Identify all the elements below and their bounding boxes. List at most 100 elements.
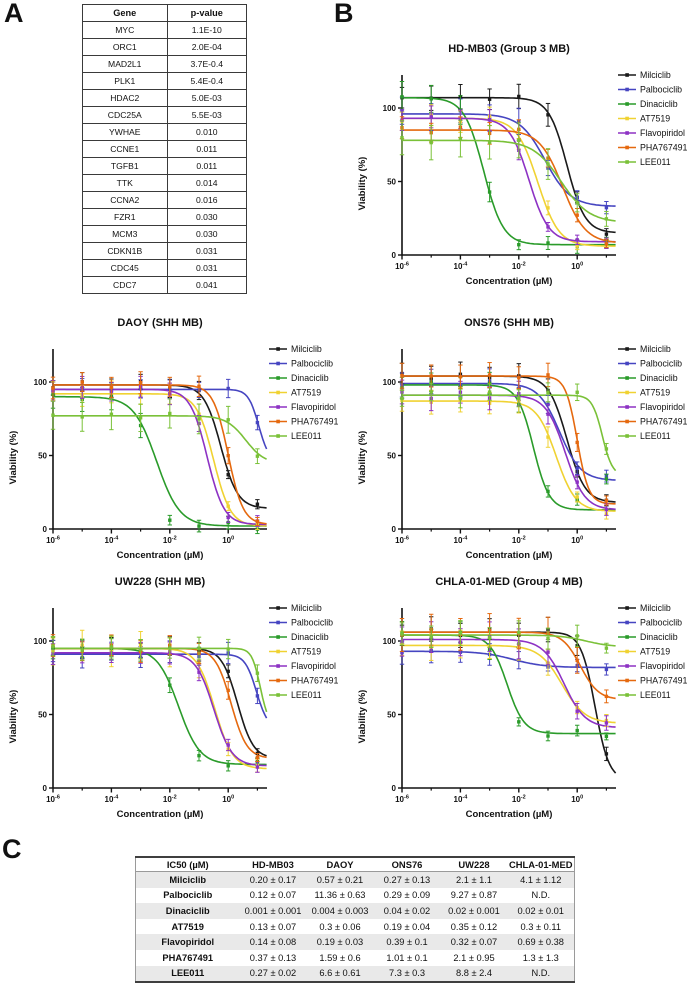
gene-table-row: MCM3 0.030 <box>82 225 248 243</box>
x-tick-label: 10-4 <box>105 536 120 546</box>
ic50-row-pha767491: PHA767491 0.37 ± 0.13 1.59 ± 0.6 1.01 ± 0.1… <box>136 950 575 966</box>
y-axis-title: Viability (%) <box>8 690 19 744</box>
ic50-value-cell: 9.27 ± 0.87 <box>450 890 498 901</box>
ic50-drug-cell: LEE011 <box>135 965 240 984</box>
gene-table-row: ORC1 2.0E-04 <box>82 38 248 56</box>
x-tick-label: 100 <box>571 262 583 272</box>
ic50-header-cell: CHLA-01-MED <box>507 856 575 872</box>
ic50-value-cell: 0.29 ± 0.09 <box>383 890 431 901</box>
ic50-value-cell: 2.1 ± 0.95 <box>453 952 495 963</box>
ic50-drug-cell: Milciclib <box>135 871 240 888</box>
x-axis-title: Concentration (µM) <box>466 550 553 561</box>
x-tick-label: 10-6 <box>395 536 409 546</box>
ic50-value-cell: 1.3 ± 1.3 <box>522 952 559 963</box>
x-axis-title: Concentration (µM) <box>117 809 204 820</box>
x-axis-ticks: 10-6 10-4 10-2 100 <box>46 788 258 805</box>
y-axis-ticks: 0 50 100 <box>383 378 402 534</box>
curve-at7519 <box>402 400 616 512</box>
ic50-value-cell: 8.8 ± 2.4 <box>440 965 508 984</box>
gene-table-row: CDC45 0.031 <box>82 259 248 277</box>
ic50-value-cell: 1.59 ± 0.6 <box>319 952 361 963</box>
y-tick-label: 100 <box>34 637 48 646</box>
gene-table-cell: 0.016 <box>166 191 248 209</box>
legend-item-flavopiridol: Flavopiridol <box>269 661 336 671</box>
legend-label: LEE011 <box>640 690 671 700</box>
legend-label: AT7519 <box>291 388 321 398</box>
legend-item-dinaciclib: Dinaciclib <box>269 632 329 642</box>
curve-at7519 <box>402 644 616 724</box>
x-tick-label: 10-4 <box>454 795 469 805</box>
y-tick-label: 100 <box>34 378 48 387</box>
y-tick-label: 50 <box>387 177 396 186</box>
y-tick-label: 50 <box>387 451 396 460</box>
curve-lee011 <box>402 394 617 472</box>
legend-item-flavopiridol: Flavopiridol <box>618 661 685 671</box>
gene-table-cell: 0.041 <box>166 276 248 294</box>
gene-table-row: CDKN1B 0.031 <box>82 242 248 260</box>
curve-flavopiridol <box>53 388 267 526</box>
curve-pha767491 <box>53 384 267 525</box>
legend-item-at7519: AT7519 <box>618 647 670 657</box>
gene-table-cell: ORC1 <box>82 38 168 56</box>
gene-table-row: TTK 0.014 <box>82 174 248 192</box>
legend: Milciclib Palbociclib Dinaciclib AT7519 Flav… <box>618 70 688 167</box>
legend-item-palbociclib: Palbociclib <box>269 618 333 628</box>
x-axis-ticks: 10-6 10-4 10-2 100 <box>395 529 607 546</box>
ic50-row-palbociclib: Palbociclib 0.12 ± 0.07 11.36 ± 0.63 0.29 ±… <box>136 888 575 904</box>
x-axis-ticks: 10-6 10-4 10-2 100 <box>395 255 607 272</box>
series-points-lee011 <box>399 119 609 227</box>
legend-label: AT7519 <box>640 388 670 398</box>
curve-lee011 <box>53 415 267 460</box>
gene-table-cell: 5.0E-03 <box>166 89 248 107</box>
legend-label: Milciclib <box>640 344 671 354</box>
legend-item-flavopiridol: Flavopiridol <box>618 402 685 412</box>
curve-milciclib <box>402 96 616 234</box>
ic50-value-cell: 7.3 ± 0.3 <box>373 965 441 984</box>
ic50-drug-cell: PHA767491 <box>162 952 214 963</box>
ic50-value-cell: 4.1 ± 1.12 <box>507 871 575 888</box>
ic50-value-cell: 0.3 ± 0.11 <box>520 921 562 932</box>
legend-label: LEE011 <box>640 157 671 167</box>
y-tick-label: 0 <box>43 525 48 534</box>
legend-label: LEE011 <box>291 690 322 700</box>
ic50-value-cell: N.D. <box>531 890 551 901</box>
gene-table-cell: YWHAE <box>82 123 168 141</box>
x-tick-label: 10-2 <box>163 795 177 805</box>
gene-table-cell: 0.030 <box>166 225 248 243</box>
chart-title: ONS76 (SHH MB) <box>464 317 554 329</box>
ic50-value-cell: 0.19 ± 0.04 <box>383 921 431 932</box>
legend-item-milciclib: Milciclib <box>618 603 671 613</box>
ic50-header-cell: ONS76 <box>373 856 441 872</box>
x-tick-label: 10-4 <box>454 262 469 272</box>
curve-palbociclib <box>402 382 616 481</box>
curve-palbociclib <box>53 653 268 719</box>
gene-table-cell: CDC45 <box>82 259 168 277</box>
gene-pvalue-table: Gene p-value MYC 1.1E-10 ORC1 2.0E-04 MAD2L1 3.… <box>82 4 248 294</box>
gene-table-cell: 3.7E-0.4 <box>166 55 248 73</box>
panel-b-label: B <box>334 0 354 28</box>
y-tick-label: 0 <box>392 251 397 260</box>
gene-table-cell: 1.1E-10 <box>166 21 248 39</box>
ic50-header-row: IC50 (µM) HD-MB03 DAOY ONS76 UW228 CHLA-01-ME… <box>135 856 575 872</box>
gene-table-cell: CCNE1 <box>82 140 168 158</box>
gene-table-cell: FZR1 <box>82 208 168 226</box>
legend-label: Palbociclib <box>640 359 682 369</box>
legend-item-at7519: AT7519 <box>269 647 321 657</box>
legend: Milciclib Palbociclib Dinaciclib AT7519 Flav… <box>269 344 339 441</box>
curve-palbociclib <box>402 650 616 669</box>
y-tick-label: 0 <box>43 784 48 793</box>
x-tick-label: 10-4 <box>105 795 120 805</box>
chart-uw228: UW228 (SHH MB) 0 50 100 10-6 10-4 10-2 100 Conce… <box>8 576 339 820</box>
gene-table-cell: 2.0E-04 <box>166 38 248 56</box>
series-points-lee011 <box>399 620 609 654</box>
ic50-value-cell: 0.27 ± 0.02 <box>239 965 307 984</box>
fit-curves <box>402 631 617 774</box>
ic50-value-cell: 0.13 ± 0.07 <box>249 921 297 932</box>
y-tick-label: 0 <box>392 784 397 793</box>
legend-item-flavopiridol: Flavopiridol <box>269 402 336 412</box>
ic50-value-cell: 0.69 ± 0.38 <box>507 934 575 950</box>
y-axis-title: Viability (%) <box>8 431 19 485</box>
legend-label: LEE011 <box>640 431 671 441</box>
chart-ons76: ONS76 (SHH MB) 0 50 100 10-6 10-4 10-2 100 Conce… <box>357 317 688 561</box>
